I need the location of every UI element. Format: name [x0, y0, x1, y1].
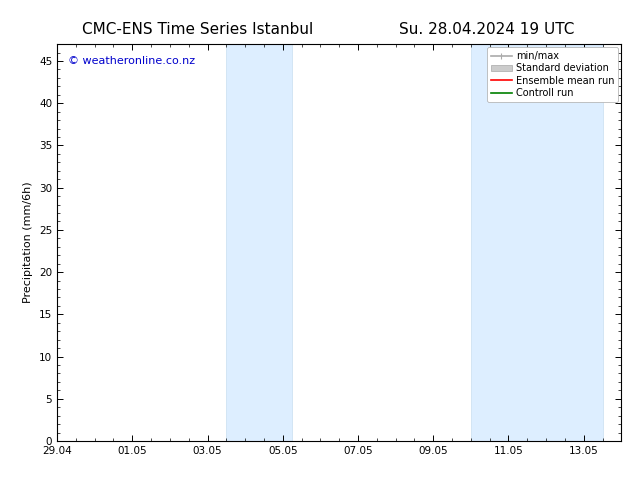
Bar	[471, 44, 602, 441]
Legend: min/max, Standard deviation, Ensemble mean run, Controll run: min/max, Standard deviation, Ensemble me…	[487, 47, 618, 102]
Y-axis label: Precipitation (mm/6h): Precipitation (mm/6h)	[23, 182, 34, 303]
Bar	[226, 44, 292, 441]
Text: Su. 28.04.2024 19 UTC: Su. 28.04.2024 19 UTC	[399, 22, 575, 37]
Text: © weatheronline.co.nz: © weatheronline.co.nz	[68, 56, 195, 66]
Text: CMC-ENS Time Series Istanbul: CMC-ENS Time Series Istanbul	[82, 22, 314, 37]
